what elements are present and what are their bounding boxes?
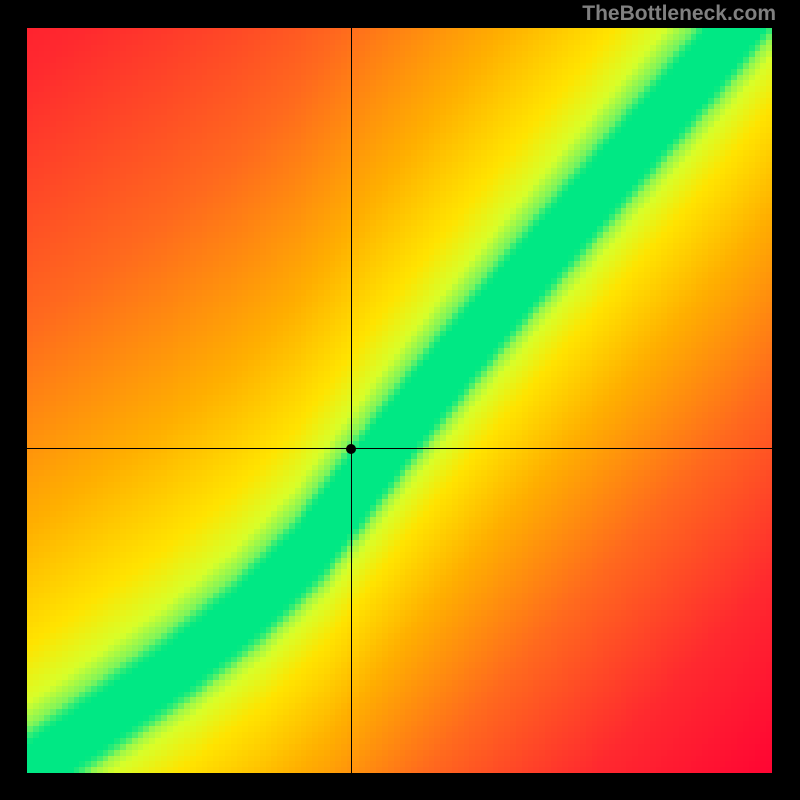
crosshair-marker xyxy=(346,444,356,454)
bottleneck-heatmap xyxy=(27,28,772,773)
crosshair-vertical xyxy=(351,28,352,773)
watermark-text: TheBottleneck.com xyxy=(582,2,776,26)
heatmap-canvas xyxy=(27,28,772,773)
crosshair-horizontal xyxy=(27,448,772,449)
